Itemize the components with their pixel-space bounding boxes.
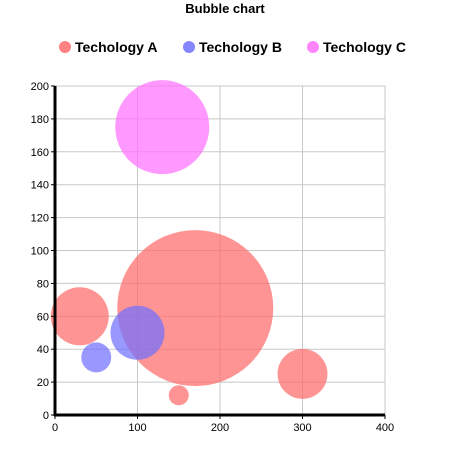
y-axis-ticks: 0 20 40 60 80 100 120 140 160 180 200 xyxy=(31,81,55,422)
legend-label-2: Techology B xyxy=(199,39,282,55)
bubble-series-2-point-2 xyxy=(110,305,165,360)
x-tick-label: 300 xyxy=(293,422,311,434)
chart-title: Bubble chart xyxy=(185,1,265,16)
x-tick-label: 400 xyxy=(376,422,394,434)
y-tick-label: 160 xyxy=(31,147,49,159)
legend-marker-1 xyxy=(59,41,71,53)
y-tick-label: 100 xyxy=(31,246,49,258)
y-tick-label: 80 xyxy=(37,278,49,290)
x-tick-label: 0 xyxy=(52,422,58,434)
y-tick-label: 20 xyxy=(37,377,49,389)
y-tick-label: 40 xyxy=(37,344,49,356)
legend-marker-2 xyxy=(183,41,195,53)
bubble-series-1-point-3 xyxy=(168,385,189,406)
y-tick-label: 0 xyxy=(43,410,49,422)
x-axis-ticks: 0 100 200 300 400 xyxy=(52,415,394,434)
y-tick-label: 140 xyxy=(31,180,49,192)
y-tick-label: 200 xyxy=(31,81,49,93)
legend-label-1: Techology A xyxy=(75,39,157,55)
y-tick-label: 180 xyxy=(31,114,49,126)
legend-marker-3 xyxy=(307,41,319,53)
legend-label-3: Techology C xyxy=(323,39,406,55)
x-tick-label: 100 xyxy=(128,422,146,434)
y-tick-label: 120 xyxy=(31,213,49,225)
x-tick-label: 200 xyxy=(211,422,229,434)
bubble-series-2-point-1 xyxy=(81,342,112,373)
bubbles xyxy=(50,80,328,406)
bubble-series-3-point-1 xyxy=(115,80,210,175)
legend: Techology A Techology B Techology C xyxy=(59,39,406,55)
bubble-series-1-point-4 xyxy=(277,348,328,399)
y-tick-label: 60 xyxy=(37,311,49,323)
bubble-series-1-point-1 xyxy=(50,287,109,346)
